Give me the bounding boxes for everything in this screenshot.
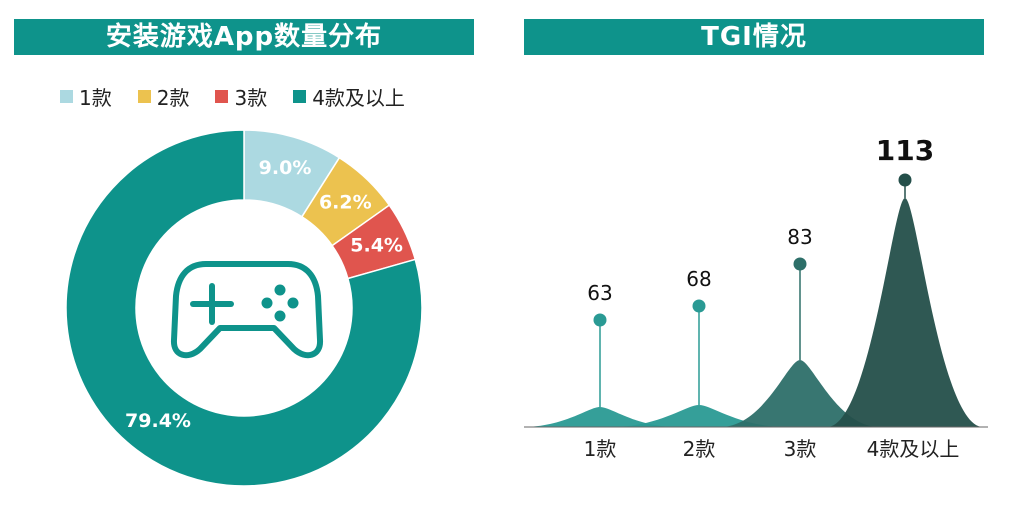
legend-swatch-1 xyxy=(60,90,73,103)
tgi-value-label-3: 83 xyxy=(787,225,812,249)
right-chart-title: TGI情况 xyxy=(524,19,984,55)
legend-item-3: 3款 xyxy=(215,82,267,111)
legend-swatch-2 xyxy=(137,90,151,103)
tgi-peak-3 xyxy=(720,360,880,427)
tgi-point-4 xyxy=(898,173,912,187)
donut-label-2: 6.2% xyxy=(319,191,372,213)
tgi-point-3 xyxy=(793,257,807,271)
tgi-category-label-4: 4款及以上 xyxy=(867,437,960,461)
donut-slice-4 xyxy=(65,129,423,487)
donut-label-3: 5.4% xyxy=(350,235,403,257)
gamepad-icon xyxy=(171,261,323,359)
legend-item-2: 2款 xyxy=(137,82,190,111)
tgi-value-label-4: 113 xyxy=(876,134,934,167)
gamepad-buttons xyxy=(261,284,299,322)
tgi-value-label-2: 68 xyxy=(686,267,711,291)
legend-label-2: 2款 xyxy=(156,86,190,110)
legend-label-1: 1款 xyxy=(79,86,112,110)
tgi-point-2 xyxy=(692,299,706,313)
tgi-value-label-1: 63 xyxy=(587,281,612,305)
legend-swatch-4 xyxy=(293,90,307,103)
donut-legend: 1款 2款 3款 4款及以上 xyxy=(60,82,405,111)
tgi-peak-1 xyxy=(522,407,678,427)
legend-label-3: 3款 xyxy=(234,86,268,110)
tgi-category-label-2: 2款 xyxy=(683,437,716,461)
tgi-point-1 xyxy=(593,313,607,327)
legend-label-4: 4款及以上 xyxy=(312,86,405,110)
tgi-category-label-1: 1款 xyxy=(584,437,617,461)
left-chart-title: 安装游戏App数量分布 xyxy=(14,19,474,55)
legend-swatch-3 xyxy=(215,90,229,103)
legend-item-1: 1款 xyxy=(60,82,112,111)
tgi-peak-4 xyxy=(827,198,983,427)
tgi-category-label-3: 3款 xyxy=(784,437,817,461)
donut-label-4: 79.4% xyxy=(125,410,191,432)
donut-label-1: 9.0% xyxy=(259,157,312,179)
legend-item-4: 4款及以上 xyxy=(293,82,405,111)
